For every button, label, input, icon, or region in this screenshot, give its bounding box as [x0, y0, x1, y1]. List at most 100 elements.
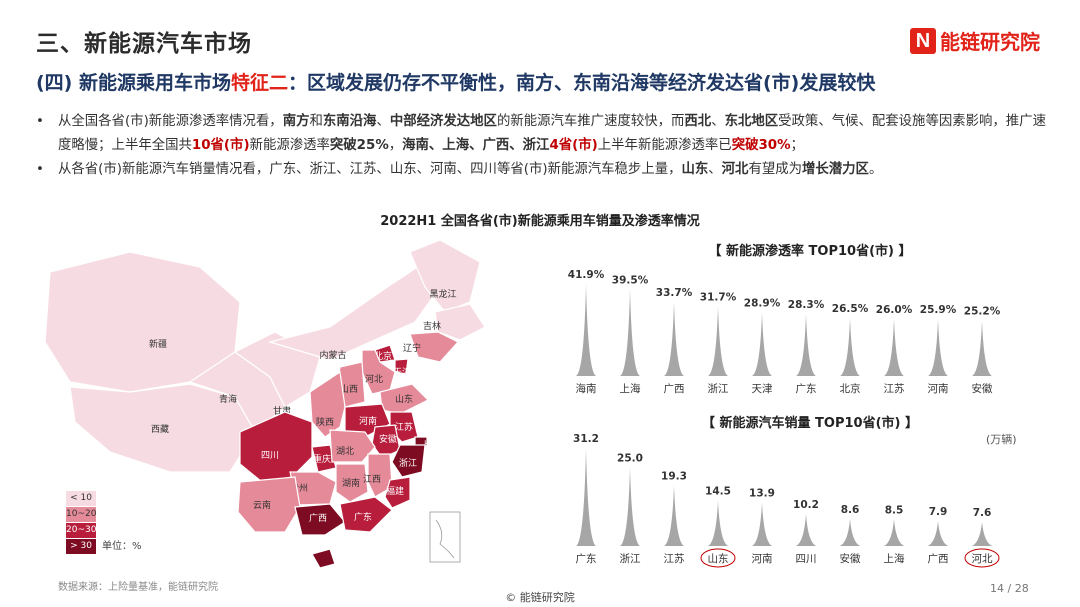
province-region	[361, 349, 396, 395]
bullet-text-run: 东北地区	[724, 114, 779, 129]
copyright: © 能链研究院	[505, 591, 575, 604]
bullet-text-run: 山东	[681, 162, 709, 177]
category-label: 海南	[576, 382, 597, 395]
bar-spike	[972, 320, 992, 376]
data-label: 26.5%	[832, 303, 869, 315]
data-label: 14.5	[705, 485, 731, 497]
legend-item: 10~20	[66, 506, 96, 522]
bar-spike	[840, 317, 860, 376]
bar-spike	[620, 467, 640, 546]
legend-unit: 单位：%	[102, 541, 142, 552]
highlight-circle	[700, 548, 736, 568]
bullet-text-run: 中部经济发达地区	[389, 114, 497, 129]
province-region	[391, 444, 426, 478]
province-region	[409, 331, 459, 363]
bar-spike	[928, 319, 948, 376]
category-label: 上海	[884, 552, 905, 565]
data-label: 25.2%	[964, 306, 1001, 318]
category-label: 江苏	[884, 382, 905, 395]
legend-item: 20~30	[66, 522, 96, 538]
legend-swatch: 10~20	[66, 506, 96, 522]
province-label: 上海	[421, 439, 439, 451]
category-label: 北京	[840, 382, 861, 395]
bullet-text-run: 南方	[282, 114, 310, 129]
bar-spike	[708, 306, 728, 376]
category-label: 广西	[664, 383, 685, 395]
province-label: 重庆	[313, 453, 331, 465]
province-label: 辽宁	[403, 342, 421, 354]
bullet-text-run: 突破30%	[731, 138, 791, 153]
category-label: 安徽	[840, 552, 861, 565]
category-label: 安徽	[972, 382, 993, 395]
province-label: 福建	[386, 485, 404, 497]
category-label: 四川	[796, 553, 817, 565]
province-label: 山东	[395, 393, 413, 405]
south-china-sea-inset	[429, 511, 461, 563]
bullet-dot-icon: •	[36, 162, 44, 177]
bullet-text-run: 受政策、气候、配套设施等因素影响，推广速度略慢；上半年全国共	[58, 114, 1046, 153]
data-label: 25.0	[617, 452, 643, 464]
province-label: 内蒙古	[319, 349, 346, 361]
bullet-text-run: 上半年新能源渗透率已	[597, 138, 732, 153]
bullet-item: • 从全国各省(市)新能源渗透率情况看，南方和东南沿海、中部经济发达地区的新能源汽…	[36, 110, 1052, 158]
province-region	[294, 503, 346, 536]
province-region	[367, 453, 393, 498]
bar-spike	[664, 302, 684, 376]
category-label: 广西	[928, 553, 949, 565]
province-label: 广东	[354, 511, 372, 523]
data-label: 7.9	[929, 506, 948, 518]
province-label: 吉林	[423, 320, 441, 332]
province-label: 新疆	[149, 338, 167, 350]
bullet-text-run: 的新能源汽车推广速度较快，而	[496, 114, 685, 129]
province-label: 西藏	[151, 423, 169, 435]
bar-spike	[972, 522, 992, 546]
bar-spike	[884, 519, 904, 546]
province-region	[394, 358, 409, 375]
category-label: 浙江	[708, 383, 729, 395]
category-label: 河南	[928, 382, 949, 395]
data-label: 28.9%	[744, 298, 781, 310]
bullet-text-run: 10省(市)	[191, 138, 250, 153]
page-subtitle: (四) 新能源乘用车市场特征二：区域发展仍存不平衡性，南方、东南沿海等经济发达省…	[36, 68, 875, 95]
category-label: 广东	[796, 382, 817, 395]
subtitle-prefix: (四) 新能源乘用车市场	[36, 72, 231, 94]
bullet-text-run: 有望成为	[748, 162, 802, 177]
province-label: 青海	[219, 393, 237, 405]
penetration-chart-title: 【 新能源渗透率 TOP10省(市) 】	[708, 244, 912, 259]
category-label: 山东	[708, 552, 729, 565]
category-label: 浙江	[620, 553, 641, 565]
bullet-text-run: 和	[309, 114, 323, 129]
data-label: 33.7%	[656, 287, 693, 299]
province-region	[311, 548, 336, 569]
province-label: 云南	[253, 499, 271, 511]
sales-chart-title: 【 新能源汽车销量 TOP10省(市) 】	[702, 416, 918, 431]
data-label: 39.5%	[612, 274, 649, 286]
province-label: 安徽	[379, 433, 397, 445]
bullet-text-run: 海南、上海、广西、浙江	[402, 138, 550, 153]
bullet-text-run: 河北	[721, 162, 749, 177]
province-label: 河北	[365, 373, 383, 385]
data-label: 10.2	[793, 499, 819, 511]
bullet-text-run: 、	[376, 114, 390, 129]
data-label: 19.3	[661, 470, 687, 482]
province-region	[384, 476, 411, 509]
brand-logo: N 能链研究院	[910, 26, 1040, 55]
province-region	[414, 436, 428, 447]
province-label: 江苏	[395, 421, 413, 433]
bullet-list: • 从全国各省(市)新能源渗透率情况看，南方和东南沿海、中部经济发达地区的新能源汽…	[36, 110, 1052, 182]
legend-swatch: > 30	[66, 538, 96, 554]
bar-spike	[664, 485, 684, 546]
bar-spike	[840, 518, 860, 546]
penetration-chart: 41.9% 海南 39.5% 上海 33.7% 广西 31.7% 浙江 28.9% 天津 28.3%…	[568, 269, 1001, 395]
bar-spike	[796, 313, 816, 376]
data-label: 31.2	[573, 433, 599, 445]
subtitle-highlight: 特征二	[230, 72, 288, 94]
legend-item: > 30	[66, 538, 96, 554]
category-label: 河南	[752, 552, 773, 565]
legend-swatch: < 10	[66, 490, 96, 506]
province-label: 黑龙江	[429, 288, 456, 300]
bar-spike	[928, 521, 948, 546]
data-source: 数据来源：上险量基准，能链研究院	[58, 582, 218, 593]
data-label: 8.5	[885, 504, 904, 516]
